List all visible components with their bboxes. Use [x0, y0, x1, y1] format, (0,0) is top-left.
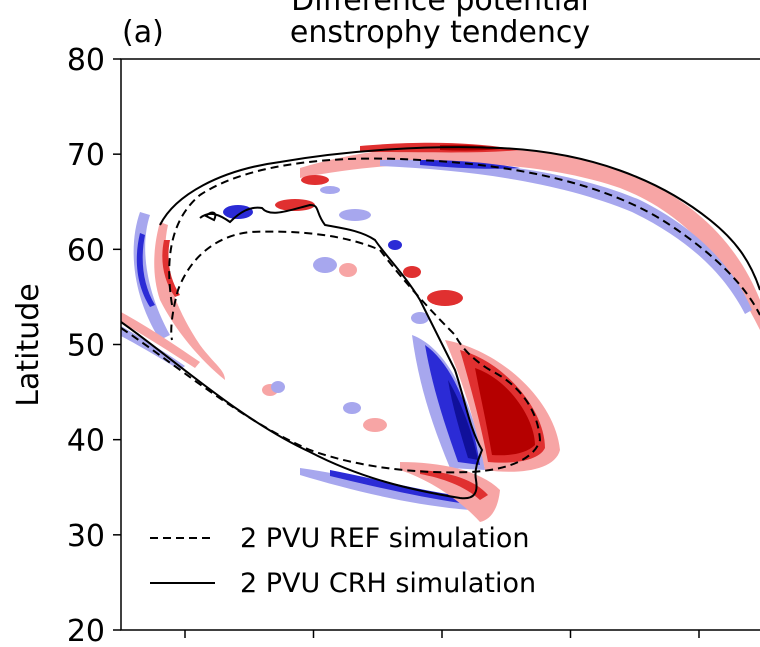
negative-blob: [343, 402, 361, 414]
y-tick-label: 30: [67, 519, 105, 554]
ref-contour-north: [168, 157, 760, 316]
y-tick-label: 60: [67, 233, 105, 268]
y-tick-label: 80: [67, 43, 105, 78]
positive-blob: [339, 263, 357, 277]
y-axis-label: Latitude: [11, 283, 46, 406]
y-tick-label: 70: [67, 138, 105, 173]
chart-title-line-1: Difference potential: [291, 0, 589, 18]
positive-blob: [363, 418, 387, 432]
negative-blob: [320, 186, 340, 194]
positive-blob: [301, 175, 329, 185]
positive-band-southwest: [121, 312, 200, 368]
crh-contour-inner: [204, 211, 217, 222]
negative-blob: [411, 312, 429, 324]
negative-blob: [388, 240, 402, 250]
positive-band-west-mid: [162, 240, 180, 297]
y-tick-label: 40: [67, 424, 105, 459]
positive-blob: [403, 266, 421, 278]
negative-band-north: [380, 159, 752, 314]
positive-blob: [275, 199, 315, 211]
negative-blob: [271, 381, 285, 393]
legend-label-crh: 2 PVU CRH simulation: [240, 568, 536, 599]
positive-band-north-outer: [300, 145, 760, 330]
y-tick-label: 50: [67, 329, 105, 364]
ref-contour: [121, 230, 542, 474]
negative-blob: [313, 257, 337, 273]
panel-label: (a): [122, 15, 164, 50]
positive-band-west: [154, 222, 225, 380]
y-axis: 20 30 40 50 60 70 80: [67, 43, 121, 647]
chart-title-line-2: enstrophy tendency: [290, 15, 590, 50]
crh-contour-north: [159, 146, 760, 291]
positive-band-south-mid: [420, 470, 488, 500]
negative-core-dark: [448, 380, 478, 460]
y-tick-label: 20: [67, 614, 105, 647]
positive-blob: [427, 290, 463, 306]
negative-blob: [339, 209, 371, 221]
negative-blob: [223, 205, 253, 219]
legend-label-ref: 2 PVU REF simulation: [240, 523, 530, 554]
x-axis: [184, 630, 700, 638]
plot-area: [121, 142, 760, 522]
negative-band-west-mid: [136, 233, 155, 307]
negative-band-south-mid: [330, 470, 460, 503]
positive-core-dark: [475, 368, 535, 456]
crh-contour: [121, 203, 484, 500]
heatmap-field: [121, 142, 760, 522]
legend: 2 PVU REF simulation 2 PVU CRH simulatio…: [150, 523, 536, 599]
contours: [121, 146, 760, 500]
